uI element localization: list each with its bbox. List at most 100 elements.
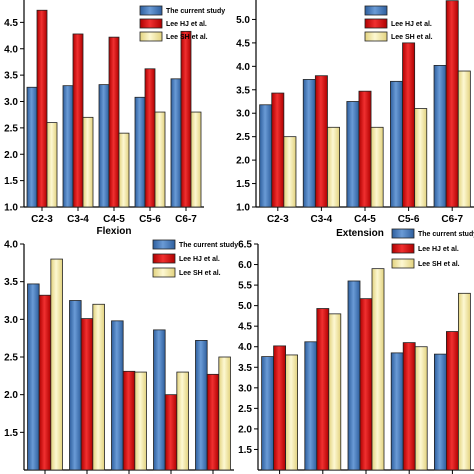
y-tick-label: 2.5: [238, 404, 252, 415]
y-tick-label: 2.0: [238, 424, 252, 435]
bar-lee_sh-3: [371, 268, 385, 471]
y-tick-label: 2.0: [4, 150, 18, 161]
bar-current-2: [304, 341, 318, 471]
bar-current-5: [195, 340, 208, 471]
bar-lee_sh-1: [46, 122, 58, 208]
bar-lee_hj-2: [72, 33, 84, 208]
bar-current-3: [98, 84, 110, 208]
bar-current-3: [347, 280, 361, 471]
legend-label-lee_hj: Lee HJ et al.: [179, 256, 220, 263]
bar-lee_sh-4: [414, 108, 428, 208]
bar-lee_sh-4: [414, 346, 428, 471]
x-tick-label: C3-4: [311, 214, 333, 225]
y-tick-label: 6.0: [238, 260, 252, 271]
bar-lee_hj-1: [36, 9, 48, 208]
bar-lee_hj-2: [80, 318, 94, 471]
bar-lee_sh-5: [457, 70, 471, 208]
bar-current-5: [170, 78, 182, 208]
bar-current-3: [346, 101, 360, 208]
bar-lee_sh-1: [50, 258, 63, 471]
y-tick-label: 4.0: [238, 342, 252, 353]
y-tick-label: 5.0: [236, 15, 250, 26]
bar-current-5: [433, 64, 447, 208]
legend-swatch-lee_hj: [364, 18, 388, 29]
legend-swatch-lee_hj: [152, 253, 176, 264]
y-tick-label: 5.5: [238, 281, 252, 292]
legend-swatch-current: [139, 5, 163, 16]
y-tick-label: 2.5: [4, 123, 18, 134]
bar-lee_sh-4: [176, 371, 189, 471]
legend-swatch-lee_sh: [364, 31, 388, 42]
legend-label-current: The current study: [166, 8, 225, 15]
y-tick-label: 1.0: [4, 203, 18, 214]
y-tick-label: 2.0: [4, 390, 18, 401]
legend-label-current: The current study: [179, 242, 238, 249]
y-tick-label: 6.5: [238, 240, 252, 251]
bar-lee_sh-2: [328, 313, 342, 471]
legend-label-lee_sh: Lee SH et al.: [418, 261, 460, 268]
y-tick-label: 3.5: [4, 277, 18, 288]
legend-swatch-current: [152, 239, 176, 250]
legend-label-lee_sh: Lee SH et al.: [179, 270, 221, 277]
y-tick-label: 2.0: [236, 156, 250, 167]
bar-lee_hj-5: [206, 373, 220, 471]
bar-lee_sh-5: [190, 111, 202, 208]
bar-lee_sh-2: [82, 116, 94, 208]
legend-swatch-lee_hj: [391, 243, 415, 254]
bar-current-4: [153, 329, 166, 471]
legend-swatch-lee_sh: [139, 31, 163, 42]
x-tick-label: C2-3: [267, 214, 289, 225]
bar-current-1: [27, 283, 40, 471]
bar-lee_hj-5: [445, 331, 459, 471]
x-tick-label: C5-6: [398, 214, 420, 225]
bar-lee_hj-3: [359, 298, 373, 471]
y-tick-label: 3.5: [238, 363, 252, 374]
y-tick-label: 1.5: [238, 445, 252, 456]
bar-current-4: [134, 96, 146, 208]
y-tick-label: 3.0: [238, 383, 252, 394]
x-tick-label: C6-7: [175, 214, 197, 225]
legend-label-lee_hj: Lee HJ et al.: [391, 21, 432, 28]
bar-lee_hj-3: [358, 90, 372, 208]
bar-lee_hj-3: [108, 36, 120, 208]
y-tick-label: 4.0: [4, 44, 18, 55]
x-tick-label: C6-7: [441, 214, 463, 225]
bar-current-1: [26, 86, 38, 208]
y-tick-label: 5.5: [236, 0, 250, 3]
legend-swatch-current: [364, 5, 388, 16]
bar-lee_sh-2: [327, 126, 340, 208]
bar-current-3: [111, 320, 124, 471]
y-tick-label: 5.0: [4, 0, 18, 3]
legend-label-lee_sh: Lee SH et al.: [391, 34, 433, 41]
bar-current-1: [261, 356, 275, 471]
x-tick-label: C2-3: [31, 214, 53, 225]
bar-current-2: [302, 79, 316, 208]
legend-label-current: The current study: [418, 231, 474, 238]
bar-lee_hj-2: [316, 308, 330, 471]
legend-swatch-lee_sh: [152, 267, 176, 278]
y-tick-label: 1.5: [4, 428, 18, 439]
panel-bottom-right: 1.5 2.0 2.5 3.0 3.5 4.0 4.5 5.0 5.5 6.0 6.5 The cur…: [238, 228, 474, 474]
legend-label-lee_sh: Lee SH et al.: [166, 34, 208, 41]
caption-flexion: Flexion: [96, 226, 131, 237]
bar-lee_hj-5: [445, 0, 459, 208]
y-tick-label: 4.0: [4, 240, 18, 251]
bar-lee_sh-1: [283, 136, 297, 208]
legend-swatch-lee_sh: [391, 258, 415, 269]
bar-current-4: [390, 352, 404, 471]
bar-lee_hj-1: [271, 92, 285, 208]
panel-flexion: 1.0 1.5 2.0 2.5 3.0 3.5 4.0 4.5 5.0 C2-3 C3-4 C4-5 C…: [4, 0, 225, 225]
bar-current-4: [390, 80, 403, 208]
y-tick-label: 3.0: [4, 97, 18, 108]
bar-lee_sh-1: [285, 354, 299, 471]
bar-lee_sh-3: [134, 371, 147, 471]
bar-lee_hj-2: [314, 75, 328, 208]
panel-bottom-left: 1.5 2.0 2.5 3.0 3.5 4.0 The current study Lee H…: [4, 240, 238, 474]
y-tick-label: 4.5: [236, 38, 250, 49]
y-tick-label: 4.0: [236, 62, 250, 73]
bar-lee_hj-1: [273, 345, 287, 471]
y-tick-label: 1.5: [4, 176, 18, 187]
bar-lee_hj-4: [402, 42, 416, 208]
x-tick-label: C4-5: [354, 214, 376, 225]
